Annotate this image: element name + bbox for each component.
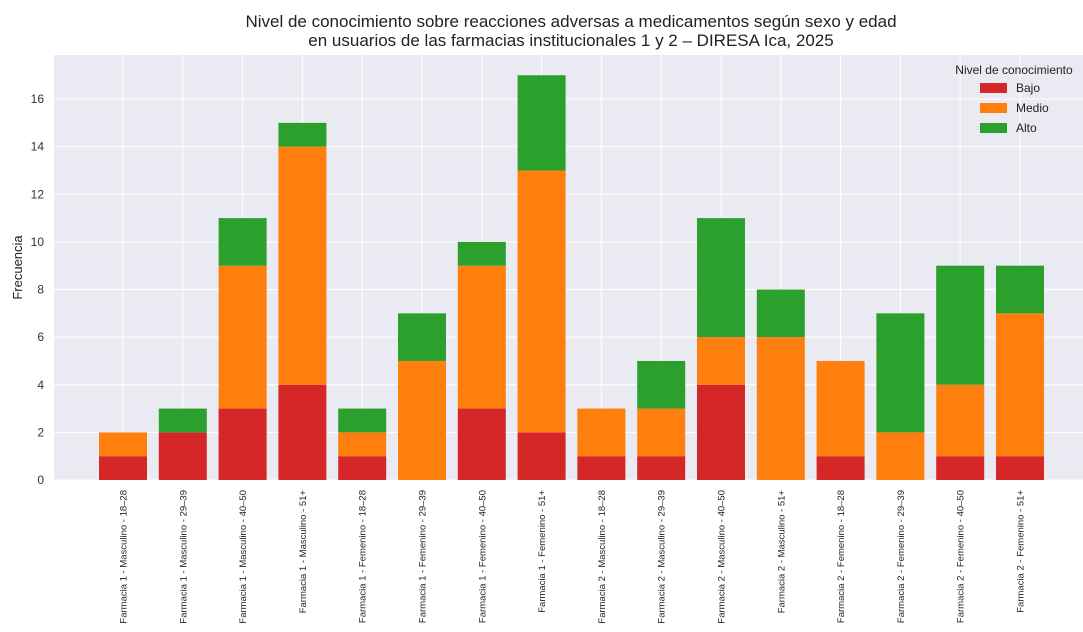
bar-alto — [996, 265, 1044, 314]
x-tick-label: Farmacia 2 - Femenino - 40–50 — [956, 490, 967, 623]
bar-bajo — [637, 456, 686, 480]
bar-medio — [278, 146, 327, 385]
x-axis-ticks: Farmacia 1 - Masculino - 18–28 Farmacia 1… — [119, 490, 1027, 624]
bar-bajo — [816, 456, 865, 480]
bar-alto — [218, 218, 267, 266]
x-tick-label: Farmacia 2 - Masculino - 29–39 — [657, 490, 668, 624]
bar-bajo — [697, 384, 745, 480]
chart-subtitle: en usuarios de las farmacias institucion… — [308, 31, 833, 50]
legend-label-medio: Medio — [1016, 101, 1049, 115]
y-axis-label: Frecuencia — [10, 235, 25, 300]
y-tick-label: 8 — [37, 283, 44, 297]
x-tick-label: Farmacia 2 - Masculino - 40–50 — [717, 490, 728, 624]
bar-medio — [756, 337, 805, 480]
chart-title: Nivel de conocimiento sobre reacciones a… — [245, 12, 896, 31]
legend-swatch-alto — [980, 123, 1007, 133]
y-tick-label: 14 — [31, 140, 45, 154]
bar-alto — [278, 122, 327, 147]
x-tick-label: Farmacia 1 - Masculino - 51+ — [298, 490, 309, 614]
bar-bajo — [457, 408, 506, 480]
x-tick-label: Farmacia 2 - Femenino - 51+ — [1016, 490, 1027, 613]
bar-bajo — [577, 456, 626, 480]
y-tick-label: 6 — [37, 330, 44, 344]
legend: Nivel de conocimiento Bajo Medio Alto — [955, 63, 1073, 135]
legend-label-alto: Alto — [1016, 121, 1037, 135]
bar-bajo — [936, 456, 985, 480]
x-tick-label: Farmacia 1 - Femenino - 29–39 — [418, 490, 429, 623]
bar-alto — [457, 241, 506, 266]
bar-alto — [398, 313, 446, 361]
x-tick-label: Farmacia 2 - Masculino - 18–28 — [597, 490, 608, 624]
x-tick-label: Farmacia 1 - Femenino - 18–28 — [358, 490, 369, 623]
y-tick-label: 4 — [37, 378, 44, 392]
x-tick-label: Farmacia 1 - Masculino - 40–50 — [238, 490, 249, 624]
bar-alto — [756, 289, 805, 338]
bar-medio — [637, 408, 686, 457]
bar-medio — [338, 432, 387, 457]
bar-alto — [517, 75, 566, 171]
x-tick-label: Farmacia 2 - Femenino - 18–28 — [836, 490, 847, 623]
y-tick-label: 0 — [37, 473, 44, 487]
bar-medio — [218, 265, 267, 409]
bar-medio — [398, 360, 446, 480]
bar-medio — [697, 337, 745, 385]
bar-alto — [158, 408, 207, 433]
bar-medio — [996, 313, 1044, 457]
bar-bajo — [517, 432, 566, 480]
legend-label-bajo: Bajo — [1016, 81, 1040, 95]
bar-medio — [876, 432, 925, 480]
bar-alto — [876, 313, 925, 433]
y-tick-label: 10 — [31, 235, 45, 249]
bar-medio — [577, 408, 626, 457]
x-tick-label: Farmacia 1 - Femenino - 40–50 — [477, 490, 488, 623]
x-tick-label: Farmacia 1 - Masculino - 29–39 — [178, 490, 189, 624]
bar-bajo — [996, 456, 1044, 480]
bar-medio — [816, 360, 865, 457]
legend-title: Nivel de conocimiento — [955, 63, 1073, 77]
bar-bajo — [218, 408, 267, 480]
bar-alto — [697, 218, 745, 338]
x-tick-label: Farmacia 2 - Masculino - 51+ — [776, 490, 787, 614]
bar-medio — [99, 432, 147, 457]
x-tick-label: Farmacia 1 - Femenino - 51+ — [537, 490, 548, 613]
bar-medio — [936, 384, 985, 457]
legend-swatch-bajo — [980, 83, 1007, 93]
bar-medio — [457, 265, 506, 409]
x-tick-label: Farmacia 1 - Masculino - 18–28 — [119, 490, 130, 624]
y-tick-label: 16 — [31, 92, 45, 106]
plot-area — [54, 55, 1083, 480]
bar-alto — [637, 360, 686, 409]
bar-medio — [517, 170, 566, 433]
bar-bajo — [99, 456, 147, 480]
bar-bajo — [158, 432, 207, 480]
bar-bajo — [338, 456, 387, 480]
bar-alto — [936, 265, 985, 385]
y-tick-label: 2 — [37, 425, 44, 439]
y-tick-label: 12 — [31, 187, 45, 201]
y-axis-ticks: 0 2 4 6 8 10 12 14 16 — [31, 92, 45, 487]
bars — [99, 75, 1044, 480]
x-tick-label: Farmacia 2 - Femenino - 29–39 — [896, 490, 907, 623]
bar-alto — [338, 408, 387, 433]
bar-bajo — [278, 384, 327, 480]
legend-swatch-medio — [980, 103, 1007, 113]
